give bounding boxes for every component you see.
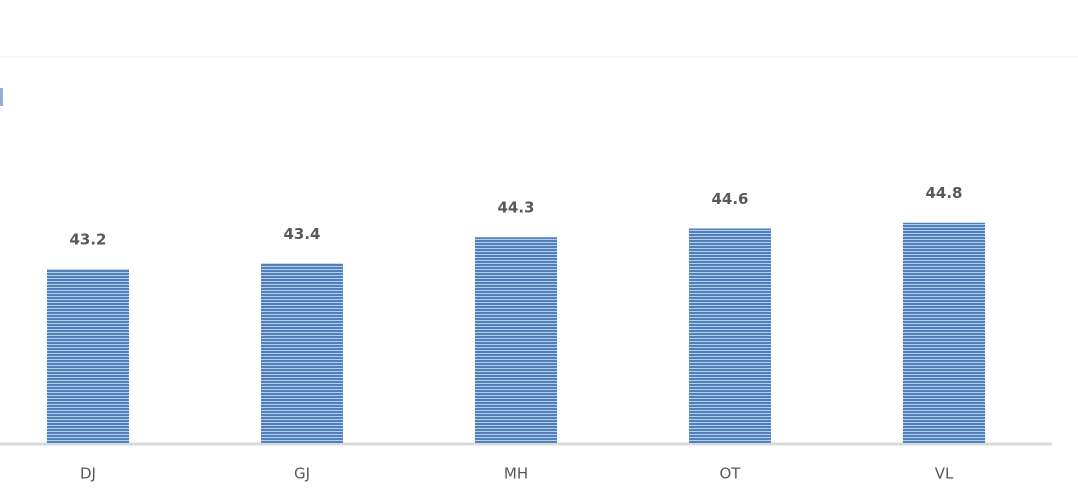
bar — [903, 222, 985, 443]
bar — [475, 237, 557, 443]
legend-fragment — [0, 88, 3, 106]
value-label: 43.2 — [69, 231, 106, 249]
x-tick-label: DJ — [80, 465, 96, 483]
value-label: 43.4 — [283, 225, 320, 243]
x-tick-label: VL — [935, 465, 954, 483]
bar — [47, 269, 129, 443]
bar — [689, 228, 771, 443]
x-tick-label: GJ — [294, 465, 310, 483]
value-label: 44.8 — [925, 184, 962, 202]
x-tick-label: MH — [504, 465, 528, 483]
x-tick-label: OT — [720, 465, 742, 483]
value-label: 44.3 — [497, 199, 534, 217]
value-label: 44.6 — [711, 190, 748, 208]
bar — [261, 263, 343, 443]
